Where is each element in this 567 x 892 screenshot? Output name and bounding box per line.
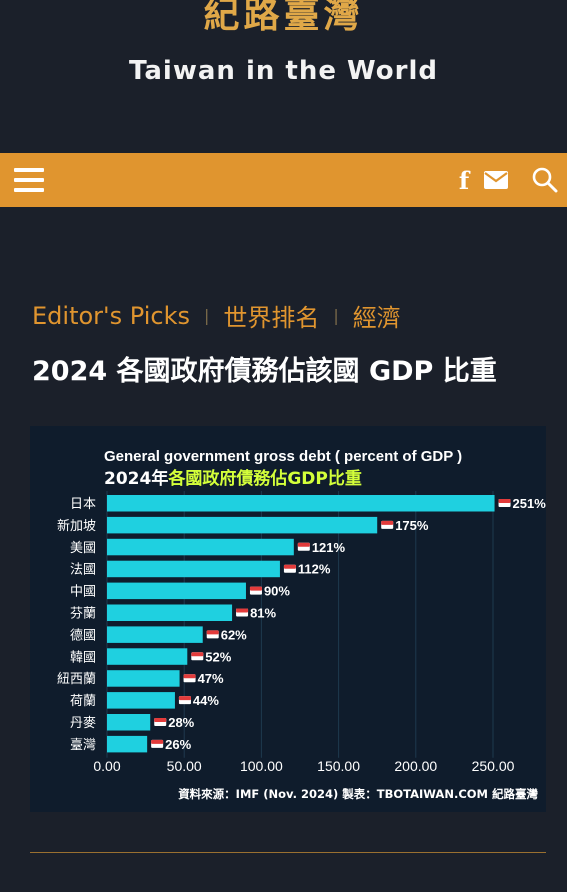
value-label: 28% (168, 715, 194, 730)
value-label: 52% (205, 649, 231, 664)
category-label: 芬蘭 (70, 606, 96, 622)
category-label: 新加坡 (57, 518, 96, 534)
bar-0 (107, 495, 495, 512)
value-label: 44% (193, 693, 219, 708)
bar-11 (107, 735, 148, 753)
flag-icon-stripe (183, 674, 196, 679)
category-label: 中國 (70, 585, 96, 600)
value-label: 251% (513, 496, 546, 511)
page-title: 2024 各國政府債務佔該國 GDP 比重 (32, 356, 497, 387)
flag-icon-stripe (283, 564, 296, 569)
category-label: 丹麥 (70, 715, 96, 731)
breadcrumb-editors-picks[interactable]: Editor's Picks (32, 301, 190, 330)
category-label: 美國 (70, 541, 96, 556)
category-label: 德國 (70, 628, 96, 643)
value-label: 81% (250, 606, 276, 621)
chart-subtitle-prefix: 2024年 (104, 468, 168, 489)
bar-5 (107, 604, 233, 621)
flag-icon-stripe (381, 520, 394, 525)
x-tick-label: 100.00 (240, 758, 283, 774)
category-label: 法國 (70, 563, 96, 578)
value-label: 47% (198, 671, 224, 686)
bar-1 (107, 516, 378, 534)
gdp-debt-chart: General government gross debt ( percent … (57, 448, 546, 801)
flag-icon-stripe (249, 586, 262, 591)
bar-3 (107, 560, 280, 578)
value-label: 175% (395, 518, 429, 533)
facebook-icon[interactable]: f (458, 165, 470, 195)
value-label: 26% (165, 737, 191, 752)
x-tick-label: 250.00 (472, 758, 515, 774)
value-label: 121% (312, 540, 346, 555)
breadcrumb: Editor's Picks | 世界排名 | 經濟 (32, 298, 401, 333)
chart-subtitle: 2024年各國政府債務佔GDP比重 (104, 468, 362, 489)
value-label: 90% (264, 584, 290, 599)
flag-icon-stripe (236, 608, 249, 613)
hamburger-icon[interactable] (14, 168, 44, 192)
flag-icon-stripe (191, 652, 204, 657)
bar-7 (107, 648, 188, 665)
category-label: 韓國 (70, 650, 96, 665)
bar-9 (107, 692, 175, 709)
flag-icon-stripe (297, 542, 310, 547)
site-logo[interactable]: 紀路臺灣 (203, 0, 364, 36)
chart-title: General government gross debt ( percent … (104, 448, 462, 465)
site-tagline: Taiwan in the World (128, 56, 439, 86)
envelope-icon[interactable] (484, 153, 510, 207)
x-tick-label: 0.00 (93, 758, 120, 774)
chart-source: 資料來源：IMF (Nov. 2024) 製表：TBOTAIWAN.COM 紀路… (178, 787, 538, 801)
flag-icon-stripe (178, 696, 191, 701)
flag-icon-stripe (498, 499, 511, 503)
category-label: 荷蘭 (70, 693, 96, 709)
bar-2 (107, 538, 294, 556)
category-label: 臺灣 (70, 738, 96, 753)
breadcrumb-separator: | (333, 306, 339, 325)
chart-image: General government gross debt ( percent … (30, 426, 546, 812)
value-label: 62% (221, 627, 247, 642)
x-tick-label: 50.00 (167, 758, 202, 774)
x-tick-label: 200.00 (394, 758, 437, 774)
category-label: 日本 (70, 497, 96, 512)
value-label: 112% (298, 562, 331, 577)
chart-subtitle-highlight: 各國政府債務佔GDP比重 (167, 468, 362, 489)
category-label: 紐西蘭 (57, 671, 96, 687)
bar-4 (107, 582, 246, 600)
flag-icon-stripe (154, 718, 167, 722)
search-icon[interactable] (532, 153, 560, 207)
main-navbar: f (0, 153, 567, 207)
breadcrumb-world-ranking[interactable]: 世界排名 (223, 304, 320, 332)
bar-6 (107, 626, 203, 643)
flag-icon-stripe (206, 630, 219, 635)
flag-icon-stripe (151, 739, 164, 744)
bar-10 (107, 714, 151, 731)
bar-8 (107, 670, 180, 687)
x-tick-label: 150.00 (317, 758, 360, 774)
breadcrumb-separator: | (203, 306, 210, 325)
section-divider (30, 852, 546, 853)
breadcrumb-economy[interactable]: 經濟 (352, 304, 401, 332)
